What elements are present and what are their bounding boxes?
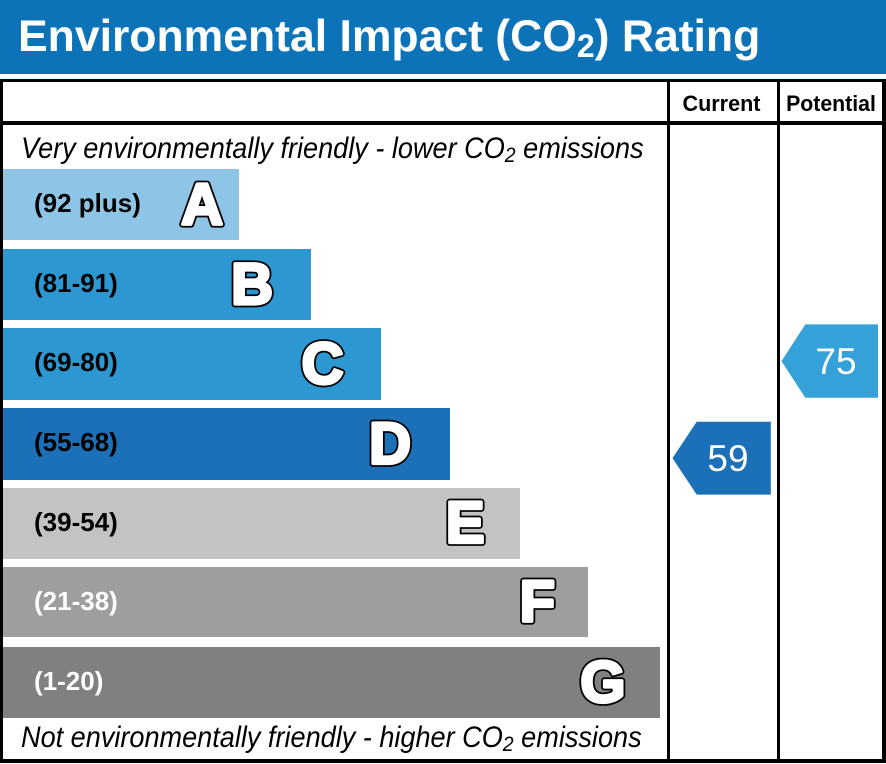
- svg-text:G: G: [580, 650, 625, 715]
- svg-text:75: 75: [815, 341, 856, 382]
- svg-text:B: B: [231, 252, 273, 317]
- svg-text:C: C: [302, 332, 344, 397]
- svg-text:E: E: [446, 491, 485, 556]
- svg-text:B: B: [231, 252, 273, 317]
- svg-text:G: G: [580, 650, 625, 715]
- svg-text:59: 59: [707, 438, 748, 479]
- svg-text:F: F: [520, 570, 555, 635]
- svg-text:F: F: [520, 570, 555, 635]
- svg-text:C: C: [302, 332, 344, 397]
- svg-text:A: A: [181, 173, 223, 238]
- svg-text:E: E: [446, 491, 485, 556]
- svg-text:D: D: [369, 412, 411, 477]
- svg-text:A: A: [181, 173, 223, 238]
- svg-text:D: D: [369, 412, 411, 477]
